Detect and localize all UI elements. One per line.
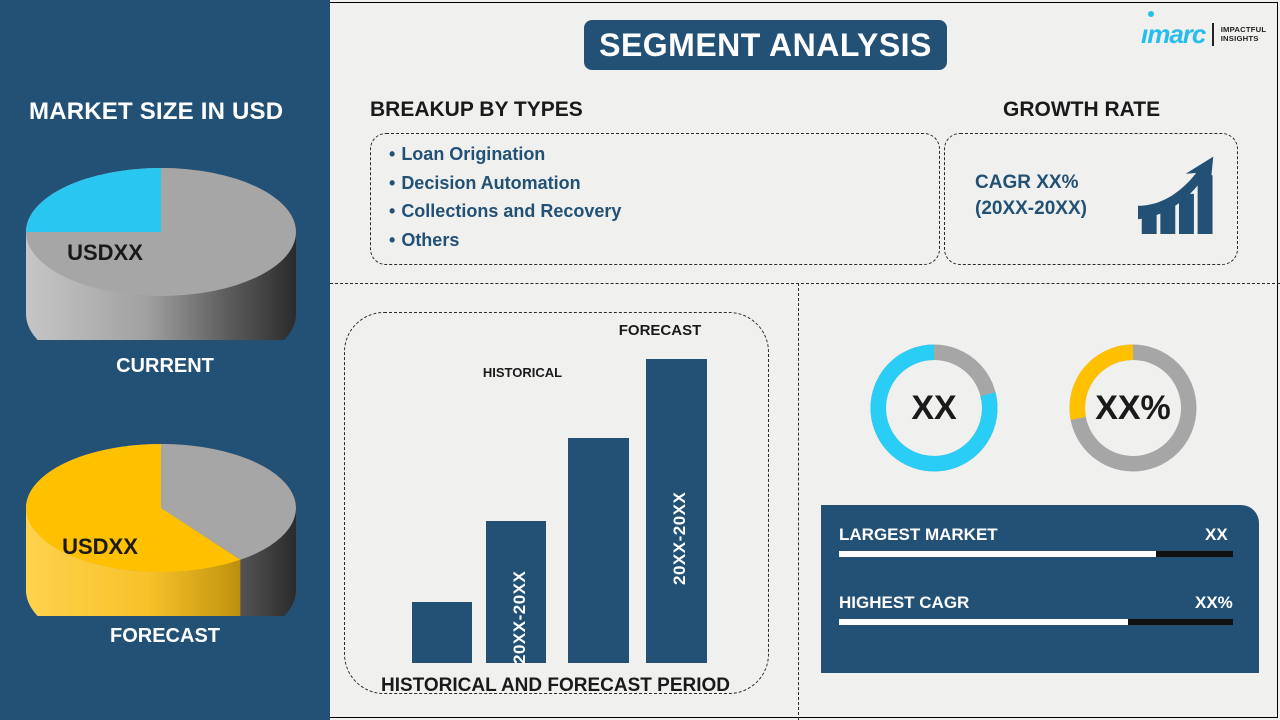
svg-text:XX: XX <box>911 389 957 427</box>
svg-text:USDXX: USDXX <box>67 240 143 265</box>
svg-text:USDXX: USDXX <box>62 534 138 559</box>
svg-text:XX%: XX% <box>1095 389 1171 427</box>
